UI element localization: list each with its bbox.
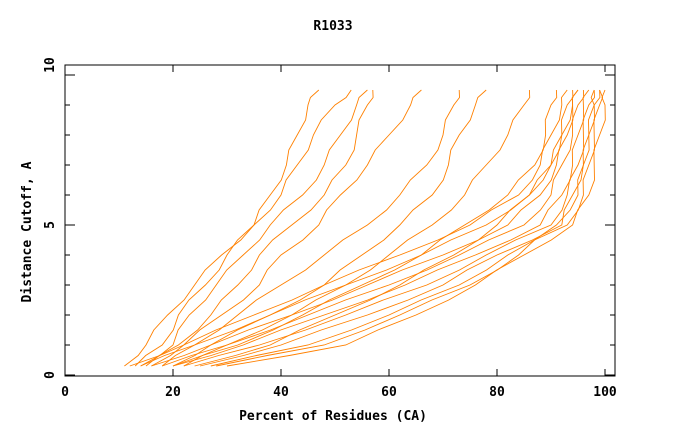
series-line-model-13 (172, 89, 590, 367)
y-tick-label: 0 (43, 371, 58, 379)
series-line-model-20 (172, 89, 558, 367)
series-line-model-15 (199, 89, 595, 367)
x-tick-label: 20 (165, 385, 181, 400)
ticks: 0 20 40 60 80 100 0 5 10 (43, 57, 617, 400)
series-line-model-5 (151, 89, 422, 367)
y-tick-label: 10 (43, 57, 58, 73)
series-line-model-9 (129, 89, 568, 367)
series-line-model-19 (194, 89, 579, 367)
series-line-model-4 (145, 89, 374, 367)
x-tick-label: 0 (61, 385, 69, 400)
series-line-model-3 (140, 89, 368, 367)
series-line-model-2 (134, 89, 352, 367)
series-line-model-8 (183, 89, 531, 367)
x-tick-label: 40 (273, 385, 289, 400)
series-line-model-10 (140, 89, 574, 367)
y-axis-label: Distance Cutoff, A (20, 161, 35, 302)
series-line-model-6 (161, 89, 460, 367)
series-line-model-11 (151, 89, 579, 367)
x-axis-label: Percent of Residues (CA) (239, 409, 427, 424)
series-line-model-17 (226, 89, 606, 367)
series-line-model-16 (210, 89, 604, 367)
chart-title: R1033 (313, 19, 352, 34)
x-tick-label: 60 (381, 385, 397, 400)
series-layer (124, 89, 606, 367)
series-line-model-7 (172, 89, 487, 367)
series-line-model-18 (216, 89, 601, 367)
plot-frame (64, 64, 616, 377)
series-line-model-1 (124, 89, 320, 367)
x-tick-label: 80 (489, 385, 505, 400)
x-tick-label: 100 (593, 385, 617, 400)
y-tick-label: 5 (43, 221, 58, 229)
series-line-model-14 (183, 89, 595, 367)
